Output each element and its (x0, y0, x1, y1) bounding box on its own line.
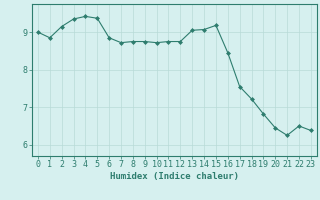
X-axis label: Humidex (Indice chaleur): Humidex (Indice chaleur) (110, 172, 239, 181)
